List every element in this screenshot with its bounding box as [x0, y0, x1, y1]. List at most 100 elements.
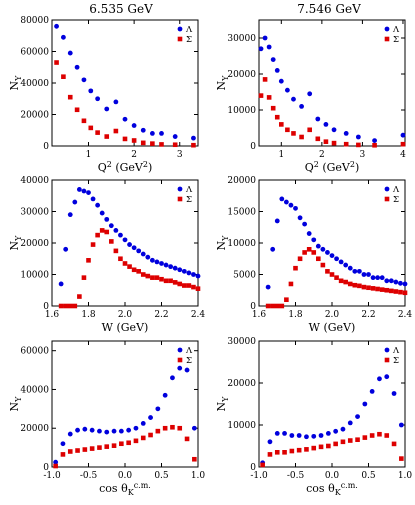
lambda-point — [366, 272, 371, 277]
lambda-point — [195, 273, 201, 279]
sigma-point — [325, 269, 330, 274]
lambda-point — [299, 104, 304, 109]
sigma-point — [89, 446, 95, 451]
lambda-point — [95, 202, 101, 208]
lambda-point — [127, 242, 132, 247]
lambda-point — [318, 433, 324, 438]
sigma-point — [274, 303, 280, 309]
legend-sigma-marker — [384, 196, 390, 202]
legend-lambda-label: Λ — [185, 25, 193, 35]
lambda-point — [126, 427, 132, 433]
sigma-point — [279, 122, 284, 127]
sigma-point — [140, 272, 146, 277]
sigma-point — [104, 229, 110, 235]
y-tick-label: 60000 — [20, 48, 49, 58]
panel-3: 1.6 1.8 2.0 2.2 2.4 0 5000 10000 15000 20000 NY​ W … — [215, 176, 412, 334]
lambda-point — [74, 64, 80, 70]
sigma-point — [291, 131, 296, 136]
lambda-point — [307, 91, 313, 97]
sigma-point — [184, 436, 190, 442]
lambda-point — [343, 262, 349, 268]
sigma-point — [357, 283, 362, 289]
x-tick-label: 2.2 — [361, 310, 375, 320]
sigma-point — [140, 435, 146, 441]
legend-sigma-marker — [384, 36, 390, 42]
y-tick-label: 10000 — [227, 106, 256, 116]
lambda-point — [347, 265, 353, 271]
y-axis-label: NY​ — [8, 396, 23, 412]
sigma-point — [155, 428, 161, 434]
sigma-point — [399, 456, 404, 461]
sigma-point — [370, 286, 376, 291]
lambda-point — [297, 215, 303, 221]
x-tick-label: 2.0 — [118, 310, 133, 320]
legend-lambda-marker — [177, 347, 183, 353]
sigma-point — [285, 127, 290, 133]
lambda-point — [283, 199, 289, 205]
lambda-point — [311, 433, 317, 439]
sigma-point — [61, 74, 66, 79]
lambda-point — [82, 426, 88, 432]
sigma-point — [82, 447, 88, 452]
lambda-point — [140, 127, 146, 133]
sigma-point — [77, 294, 82, 299]
lambda-point — [63, 246, 69, 252]
sigma-point — [334, 275, 339, 280]
sigma-point — [306, 247, 312, 252]
sigma-point — [323, 139, 329, 144]
sigma-point — [338, 278, 344, 284]
lambda-point — [302, 221, 308, 227]
lambda-point — [60, 441, 66, 447]
x-axis-label: Q2 (GeV2) — [305, 160, 360, 174]
sigma-point — [297, 256, 303, 262]
sigma-point — [260, 462, 265, 468]
lambda-point — [104, 429, 110, 435]
lambda-point — [296, 433, 302, 438]
x-tick-label: 2.4 — [191, 310, 206, 320]
sigma-point — [67, 303, 73, 309]
lambda-point — [95, 96, 101, 102]
lambda-point — [391, 391, 397, 396]
x-tick-label: 1.0 — [398, 471, 413, 481]
y-axis-label: NY​ — [215, 75, 230, 91]
sigma-point — [170, 424, 175, 430]
sigma-point — [369, 433, 375, 438]
lambda-point — [274, 431, 280, 436]
lambda-point — [191, 135, 196, 141]
x-tick-label: 0.0 — [118, 471, 133, 481]
lambda-point — [133, 425, 139, 431]
sigma-point — [75, 448, 80, 453]
lambda-point — [155, 406, 161, 412]
sigma-point — [333, 441, 338, 447]
sigma-point — [63, 303, 68, 309]
lambda-point — [191, 272, 196, 277]
lambda-point — [304, 434, 309, 440]
panel-2: 1.6 1.8 2.0 2.2 2.4 0 10000 20000 30000 40000 NY​ W… — [8, 176, 205, 334]
sigma-point — [104, 134, 110, 139]
sigma-point — [284, 297, 289, 302]
lambda-point — [191, 425, 197, 431]
sigma-point — [356, 142, 361, 148]
sigma-point — [86, 258, 91, 263]
lambda-point — [398, 422, 404, 428]
sigma-point — [159, 276, 164, 282]
lambda-point — [131, 123, 137, 128]
sigma-point — [163, 278, 169, 284]
sigma-point — [400, 141, 406, 147]
sigma-point — [270, 105, 276, 111]
lambda-point — [168, 264, 174, 270]
legend-lambda-marker — [177, 186, 183, 192]
lambda-point — [356, 268, 362, 274]
lambda-point — [122, 116, 128, 122]
sigma-point — [279, 303, 285, 309]
lambda-point — [334, 256, 339, 262]
lambda-point — [325, 431, 331, 436]
legend-sigma-marker — [177, 357, 183, 363]
x-tick-label: -1.0 — [250, 471, 268, 481]
sigma-point — [126, 440, 131, 446]
lambda-point — [97, 428, 102, 434]
x-tick-label: 1.0 — [191, 471, 206, 481]
lambda-point — [320, 246, 326, 252]
lambda-point — [104, 216, 110, 222]
legend-lambda-marker — [384, 26, 390, 32]
